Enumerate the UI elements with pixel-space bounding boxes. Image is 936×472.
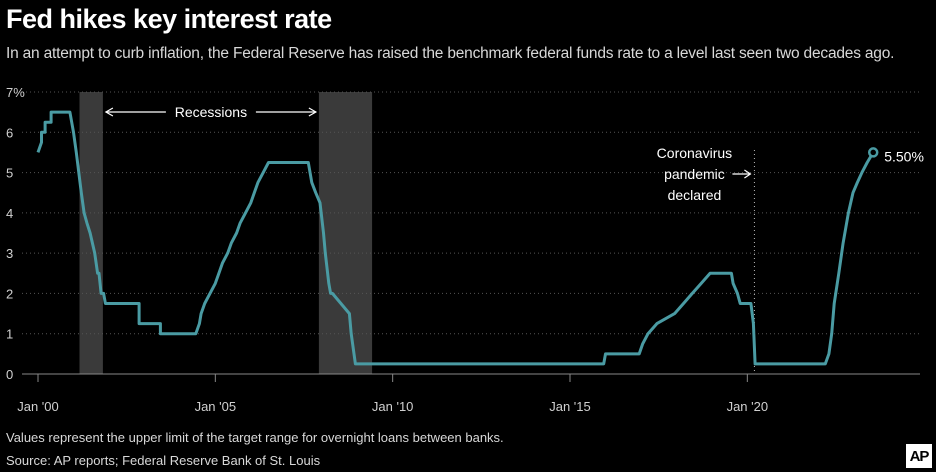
x-tick-label: Jan '15 xyxy=(549,399,591,414)
chart-subtitle: In an attempt to curb inflation, the Fed… xyxy=(6,45,895,62)
y-tick-label: 2 xyxy=(6,286,13,301)
pandemic-label: pandemic xyxy=(664,166,725,182)
y-tick-label: 7% xyxy=(6,85,25,100)
recessions-label: Recessions xyxy=(175,104,247,120)
end-point-marker xyxy=(867,147,879,158)
chart-title: Fed hikes key interest rate xyxy=(6,4,332,34)
rate-line xyxy=(36,110,875,366)
ap-logo: AP xyxy=(906,444,932,468)
pandemic-label: declared xyxy=(668,187,722,203)
y-tick-label: 3 xyxy=(6,246,13,261)
y-tick-label: 4 xyxy=(6,206,13,221)
x-tick-label: Jan '05 xyxy=(195,399,237,414)
end-value-label: 5.50% xyxy=(884,148,924,164)
pandemic-label: Coronavirus xyxy=(657,145,732,161)
y-tick-label: 6 xyxy=(6,125,13,140)
x-tick-label: Jan '20 xyxy=(727,399,769,414)
arrowhead-left xyxy=(104,107,114,117)
y-tick-label: 0 xyxy=(6,367,13,382)
recession-band xyxy=(318,92,373,374)
y-tick-label: 1 xyxy=(6,327,13,342)
pandemic-arrowhead xyxy=(744,169,752,179)
arrowhead-right xyxy=(308,107,318,117)
x-tick-label: Jan '10 xyxy=(372,399,414,414)
source-line: Source: AP reports; Federal Reserve Bank… xyxy=(6,453,321,468)
y-tick-label: 5 xyxy=(6,166,13,181)
footnote: Values represent the upper limit of the … xyxy=(6,430,504,445)
x-tick-label: Jan '00 xyxy=(17,399,59,414)
